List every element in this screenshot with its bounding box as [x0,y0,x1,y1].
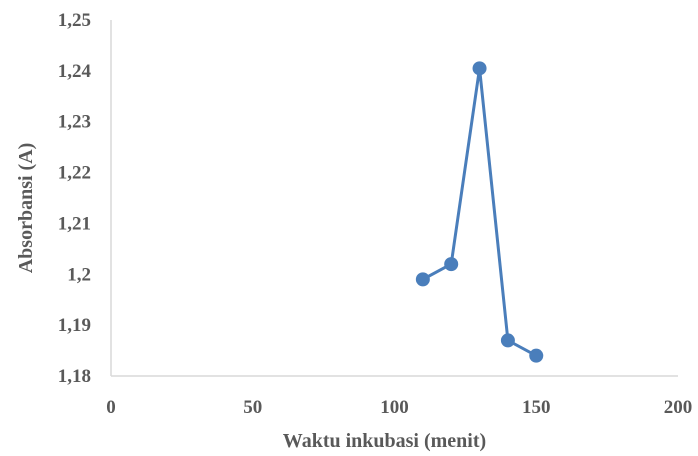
x-tick-label: 100 [380,397,409,418]
axes [110,20,678,377]
y-tick-label: 1,24 [58,61,92,82]
y-tick-labels: 1,18 1,19 1,2 1,21 1,22 1,23 1,24 1,25 [58,10,92,387]
x-tick-label: 50 [243,397,262,418]
y-tick-label: 1,25 [58,10,91,31]
x-tick-label: 150 [522,397,551,418]
y-tick-label: 1,18 [58,366,91,387]
x-tick-label: 200 [664,397,693,418]
x-tick-labels: 0 50 100 150 200 [106,397,692,418]
y-tick-label: 1,23 [58,112,91,133]
data-point [472,61,487,76]
y-tick-label: 1,22 [58,163,91,184]
y-axis-title: Absorbansi (A) [15,143,37,274]
x-axis-title: Waktu inkubasi (menit) [283,430,486,452]
y-tick-label: 1,2 [67,264,91,285]
series-group [415,61,544,363]
y-tick-label: 1,21 [58,213,91,234]
x-tick-label: 0 [106,397,116,418]
y-tick-label: 1,19 [58,315,91,336]
series-line [422,66,537,357]
data-point [529,348,544,363]
data-point [500,333,515,348]
data-point [444,257,459,272]
data-point [415,272,430,287]
